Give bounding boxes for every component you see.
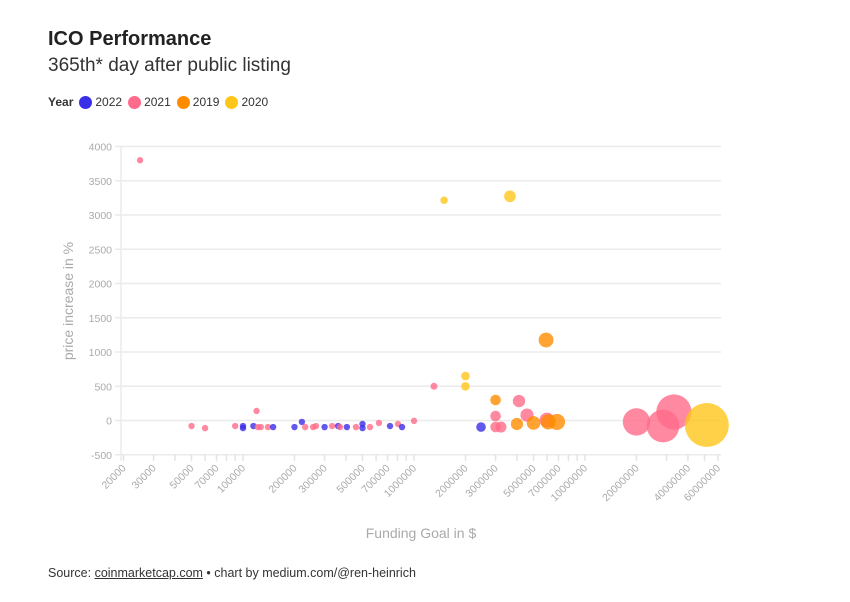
legend: Year 2022 2021 2019 2020 (48, 95, 274, 109)
data-point-2022 (321, 423, 328, 431)
data-point-2019 (526, 416, 541, 430)
data-point-2022 (269, 423, 277, 431)
data-point-2022 (343, 423, 351, 431)
y-axis-title: price increase in % (60, 242, 76, 360)
data-point-2021 (375, 419, 383, 427)
y-tick-label: 1500 (89, 313, 113, 325)
data-point-2022 (239, 422, 247, 430)
legend-swatch-icon (128, 95, 142, 109)
chart-credit: • chart by medium.com/@ren-heinrich (202, 566, 416, 580)
data-point-2022 (398, 423, 406, 431)
data-point-2021 (328, 422, 336, 430)
data-point-2021 (490, 410, 501, 422)
data-point-2022 (386, 422, 394, 430)
data-point-2019 (490, 394, 501, 406)
legend-swatch-icon (225, 95, 239, 109)
data-point-2021 (201, 424, 209, 432)
data-point-2020 (461, 381, 470, 391)
y-tick-label: 0 (106, 416, 112, 428)
source-link[interactable]: coinmarketcap.com (94, 566, 203, 580)
legend-title: Year (48, 95, 74, 109)
data-point-2020 (461, 371, 470, 381)
x-tick-label: 50000 (168, 462, 197, 491)
chart-subtitle: 365th* day after public listing (48, 55, 291, 76)
x-tick-label: 30000 (130, 462, 159, 491)
y-tick-label: -500 (91, 450, 112, 462)
data-point-2019 (538, 332, 554, 348)
data-point-2021 (495, 421, 507, 433)
data-point-2022 (291, 423, 298, 431)
y-tick-label: 3000 (89, 210, 113, 222)
data-point-2021 (430, 382, 438, 390)
legend-item-2020[interactable]: 2020 (225, 95, 268, 109)
x-tick-label: 100000 (215, 462, 248, 495)
data-point-2020 (684, 403, 729, 447)
source-prefix: Source: (48, 566, 95, 580)
y-tick-label: 3500 (89, 176, 113, 188)
footer: Source: coinmarketcap.com • chart by med… (48, 566, 416, 580)
legend-label: 2021 (144, 95, 171, 109)
x-tick-label: 300000 (296, 462, 329, 495)
y-tick-label: 1000 (89, 347, 113, 359)
data-point-2022 (476, 422, 486, 432)
data-point-2020 (440, 196, 448, 205)
data-point-2021 (264, 423, 272, 431)
data-point-2021 (336, 423, 344, 431)
x-tick-label: 200000 (266, 462, 299, 495)
data-point-2019 (510, 417, 524, 431)
data-point-2021 (257, 423, 264, 431)
legend-item-2019[interactable]: 2019 (176, 95, 220, 109)
data-point-2019 (548, 413, 566, 430)
data-point-2022 (359, 420, 366, 428)
legend-item-2021[interactable]: 2021 (128, 95, 171, 109)
data-point-2021 (656, 394, 692, 430)
x-tick-label: 20000000 (600, 462, 642, 504)
y-tick-label: 4000 (89, 142, 113, 154)
x-tick-label: 20000 (99, 462, 128, 491)
chart-title: ICO Performance (48, 28, 212, 50)
data-point-2021 (410, 417, 418, 425)
legend-swatch-icon (176, 95, 190, 109)
data-point-2021 (136, 157, 144, 164)
data-point-2021 (188, 422, 195, 430)
data-point-2021 (512, 394, 526, 408)
data-point-2021 (253, 407, 260, 415)
data-point-2021 (622, 408, 651, 436)
x-axis-title: Funding Goal in $ (366, 525, 477, 541)
y-axis: -500 0 500 1000 1500 2000 2500 3000 3500 4000 (89, 142, 113, 462)
data-point-2021 (231, 422, 239, 430)
data-point-2020 (504, 190, 516, 203)
legend-label: 2020 (241, 95, 269, 109)
legend-label: 2022 (95, 95, 123, 109)
data-point-2022 (298, 418, 306, 426)
x-tick-label: 3000000 (463, 462, 501, 500)
data-points (136, 157, 729, 447)
data-point-2021 (301, 423, 309, 431)
legend-item-2022[interactable]: 2022 (79, 95, 122, 109)
data-point-2021 (366, 423, 374, 431)
data-point-2021 (352, 423, 360, 431)
legend-label: 2019 (192, 95, 220, 109)
y-tick-label: 2000 (89, 279, 113, 291)
legend-swatch-icon (79, 95, 93, 109)
y-tick-label: 2500 (89, 244, 113, 256)
gridlines (115, 145, 721, 461)
y-tick-label: 500 (94, 381, 112, 393)
data-point-2021 (312, 422, 320, 430)
